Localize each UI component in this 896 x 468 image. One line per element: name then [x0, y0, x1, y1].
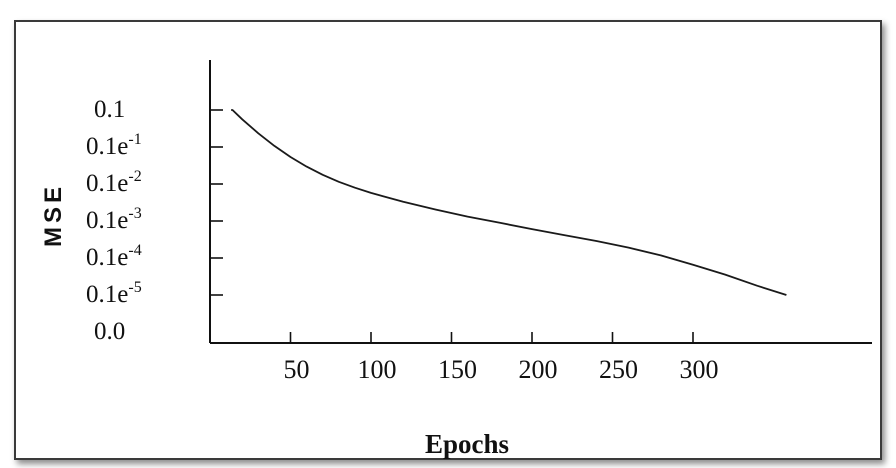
x-tick-label: 150: [438, 355, 477, 384]
mse-curve: [231, 109, 787, 296]
chart-frame: [14, 20, 882, 460]
y-axis-label: MSE: [40, 183, 67, 247]
axes: [209, 60, 872, 344]
series: [231, 109, 787, 296]
y-tick-label: 0.0: [94, 318, 125, 345]
x-ticks: 50 100 150 200 250 300: [284, 332, 719, 384]
x-tick-label: 50: [284, 355, 310, 384]
y-tick-label: 0.1e-1: [86, 131, 142, 160]
x-tick-label: 100: [358, 355, 397, 384]
x-tick-label: 200: [519, 355, 558, 384]
y-tick-label: 0.1: [94, 96, 125, 123]
y-tick-label: 0.1e-4: [86, 242, 142, 271]
y-tick-label: 0.1e-3: [86, 205, 142, 234]
y-ticks: 0.1 0.1e-1 0.1e-2 0.1e-3 0.1e-4 0.1e-5 0.0: [86, 96, 223, 345]
x-axis-label: Epochs: [425, 429, 509, 459]
x-tick-label: 300: [680, 355, 719, 384]
y-tick-label: 0.1e-5: [86, 279, 142, 308]
y-tick-label: 0.1e-2: [86, 168, 142, 197]
x-tick-label: 250: [599, 355, 638, 384]
